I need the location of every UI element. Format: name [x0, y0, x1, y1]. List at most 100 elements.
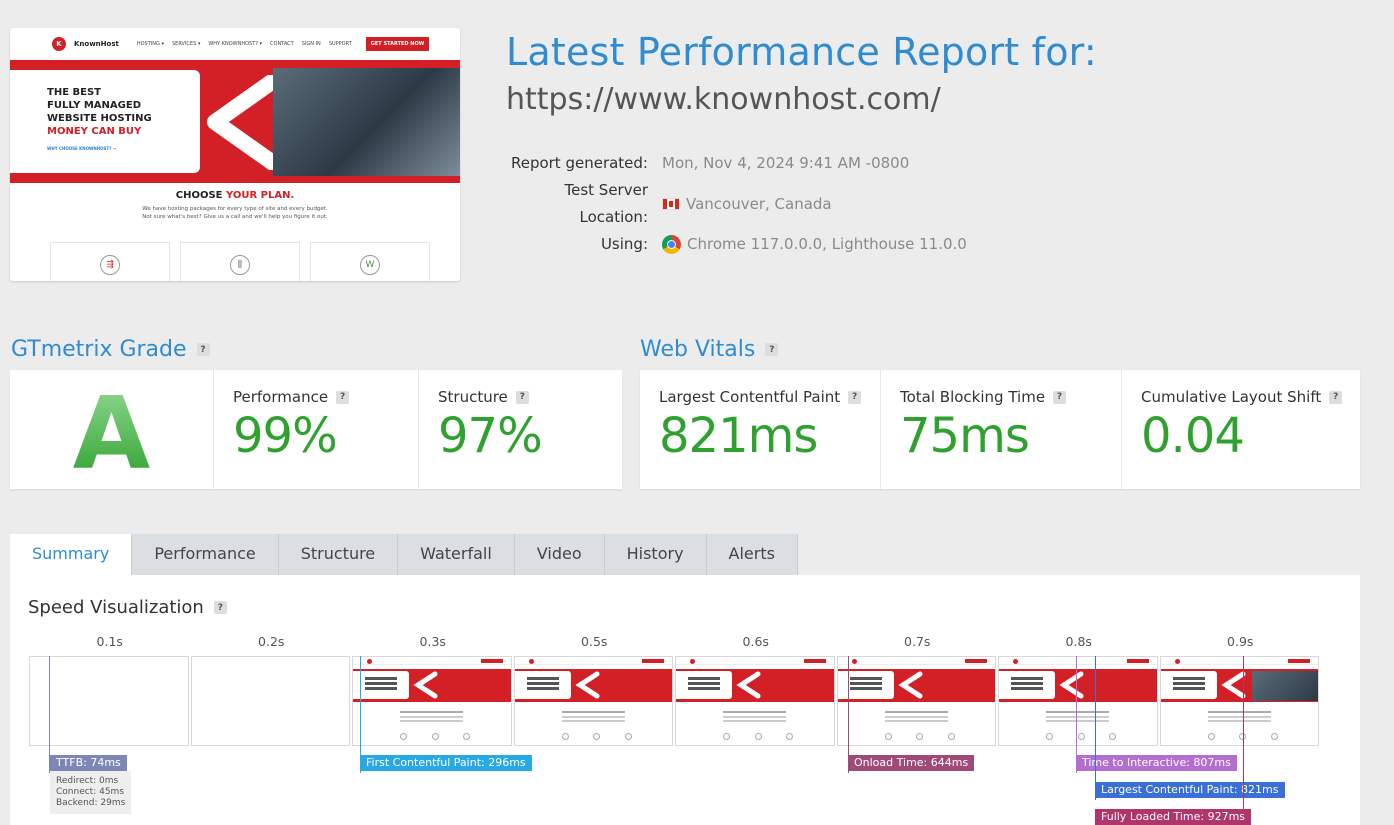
preview-hero-line-red: MONEY CAN BUY [47, 126, 142, 137]
timeline-time: 0.2s [258, 634, 285, 649]
filmstrip-frame[interactable] [1159, 656, 1319, 746]
report-generated-label: Report generated: [510, 154, 648, 172]
report-url[interactable]: https://www.knownhost.com/ [506, 82, 941, 117]
lcp-tag: Largest Contentful Paint: 821ms [1095, 782, 1285, 798]
shared-hosting-icon: ⇶ [100, 254, 120, 275]
timeline-time: 0.1s [96, 634, 123, 649]
preview-plan: CHOOSE YOUR PLAN. We have hosting packag… [10, 190, 460, 221]
gtmetrix-grade-heading: GTmetrix Grade ? [11, 337, 210, 362]
filmstrip [29, 656, 1319, 746]
grade-panel: A Performance? 99% Structure? 97% [10, 370, 622, 489]
preview-nav-item: SERVICES ▾ [171, 41, 201, 47]
filmstrip-frame[interactable] [352, 656, 512, 746]
report-title: Latest Performance Report for: [506, 30, 1097, 74]
preview-card: W [310, 242, 430, 281]
tab-alerts[interactable]: Alerts [706, 534, 798, 575]
tti-tag: Time to Interactive: 807ms [1076, 755, 1237, 771]
preview-nav-item: CONTACT [270, 41, 294, 47]
preview-plan-title-red: YOUR PLAN. [225, 190, 295, 201]
preview-card: ⫼ [180, 242, 300, 281]
help-icon[interactable]: ? [213, 601, 227, 614]
tab-video[interactable]: Video [514, 534, 605, 575]
vitals-panel: Largest Contentful Paint? 821ms Total Bl… [640, 370, 1360, 489]
preview-nav: K KnownHost HOSTING ▾ SERVICES ▾ WHY KNO… [10, 28, 460, 60]
tab-performance[interactable]: Performance [132, 534, 279, 575]
structure-label: Structure [438, 388, 508, 406]
using-label: Using: [600, 235, 648, 253]
help-icon[interactable]: ? [1329, 390, 1343, 404]
preview-nav-item: SUPPORT [328, 41, 352, 47]
fully-loaded-marker [1243, 656, 1244, 825]
tab-structure[interactable]: Structure [278, 534, 399, 575]
page-screenshot: K KnownHost HOSTING ▾ SERVICES ▾ WHY KNO… [10, 28, 460, 281]
performance-cell: Performance? 99% [213, 370, 418, 489]
help-icon[interactable]: ? [515, 390, 529, 404]
preview-nav-item: WHY KNOWNHOST? ▾ [208, 41, 263, 47]
using-value: Chrome 117.0.0.0, Lighthouse 11.0.0 [687, 235, 967, 253]
server-icon: ⫼ [230, 254, 250, 275]
timeline-time: 0.9s [1227, 634, 1254, 649]
preview-hero-link: WHY CHOOSE KNOWNHOST? → [47, 146, 117, 151]
web-vitals-title: Web Vitals [640, 337, 756, 362]
chevron-graphic-icon [207, 75, 281, 170]
filmstrip-frame[interactable] [513, 656, 673, 746]
grade-cell: A [10, 370, 213, 489]
structure-cell: Structure? 97% [418, 370, 622, 489]
report-tabs: Summary Performance Structure Waterfall … [10, 534, 798, 575]
preview-card: ⇶ [50, 242, 170, 281]
onload-tag: Onload Time: 644ms [848, 755, 975, 771]
help-icon[interactable]: ? [765, 343, 779, 356]
report-generated-value: Mon, Nov 4, 2024 9:41 AM -0800 [662, 154, 910, 172]
help-icon[interactable]: ? [196, 343, 210, 356]
speed-visualization-title: Speed Visualization [28, 597, 204, 618]
ttfb-details: Redirect: 0ms Connect: 45ms Backend: 29m… [50, 771, 132, 814]
location-value: Vancouver, Canada [686, 194, 832, 213]
preview-nav-item: HOSTING ▾ [136, 41, 164, 47]
filmstrip-frame[interactable] [675, 656, 835, 746]
cls-cell: Cumulative Layout Shift? 0.04 [1121, 370, 1360, 489]
tbt-value: 75ms [900, 408, 1030, 464]
tab-summary[interactable]: Summary [10, 534, 133, 575]
summary-panel: Speed Visualization ? 0.1s 0.2s 0.3s 0.5… [10, 575, 1360, 825]
fcp-tag: First Contentful Paint: 296ms [360, 755, 532, 771]
chrome-icon [662, 235, 681, 254]
timeline-time: 0.3s [419, 634, 446, 649]
help-icon[interactable]: ? [1053, 390, 1067, 404]
lcp-marker [1095, 656, 1096, 800]
ttfb-marker [49, 656, 50, 773]
tbt-cell: Total Blocking Time? 75ms [880, 370, 1121, 489]
performance-value: 99% [233, 408, 338, 464]
tab-history[interactable]: History [604, 534, 707, 575]
knownhost-logo-icon: K [52, 37, 66, 51]
fully-loaded-tag: Fully Loaded Time: 927ms [1095, 809, 1252, 825]
preview-hero-line: WEBSITE HOSTING [47, 113, 152, 124]
help-icon[interactable]: ? [336, 390, 350, 404]
gtmetrix-grade-title: GTmetrix Grade [11, 337, 187, 362]
preview-hero-line: THE BEST [47, 87, 101, 98]
cls-label: Cumulative Layout Shift [1141, 388, 1322, 406]
preview-plan-sub: We have hosting packages for every type … [142, 206, 328, 212]
ttfb-tag: TTFB: 74ms [50, 755, 127, 771]
filmstrip-frame[interactable] [998, 656, 1158, 746]
preview-plan-sub: Not sure what's best? Give us a call and… [142, 214, 328, 220]
preview-hero: THE BEST FULLY MANAGED WEBSITE HOSTING M… [10, 60, 460, 183]
lcp-label: Largest Contentful Paint [659, 388, 841, 406]
fcp-marker [360, 656, 361, 773]
connect-time: Connect: 45ms [56, 787, 125, 797]
tbt-label: Total Blocking Time [900, 388, 1046, 406]
help-icon[interactable]: ? [848, 390, 862, 404]
web-vitals-heading: Web Vitals ? [640, 337, 779, 362]
canada-flag-icon [662, 198, 680, 210]
timeline-time: 0.7s [904, 634, 931, 649]
tab-waterfall[interactable]: Waterfall [398, 534, 515, 575]
location-label: Test Server Location: [564, 181, 649, 226]
timeline-times: 0.1s 0.2s 0.3s 0.5s 0.6s 0.7s 0.8s 0.9s [29, 634, 1321, 649]
timeline-time: 0.8s [1065, 634, 1092, 649]
backend-time: Backend: 29ms [56, 798, 126, 808]
lcp-value: 821ms [659, 408, 818, 464]
wordpress-icon: W [360, 254, 380, 275]
filmstrip-frame-blank[interactable] [29, 656, 189, 746]
preview-hero-line: FULLY MANAGED [47, 100, 141, 111]
filmstrip-frame-blank[interactable] [190, 656, 350, 746]
filmstrip-frame[interactable] [836, 656, 996, 746]
